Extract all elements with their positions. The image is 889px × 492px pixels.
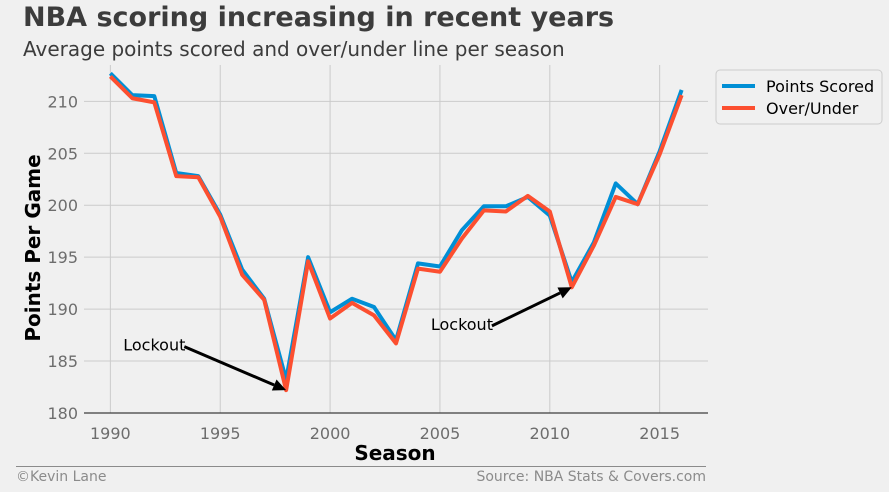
chart-title: NBA scoring increasing in recent years <box>23 2 615 33</box>
grid-lines <box>84 65 708 414</box>
legend: Points Scored Over/Under <box>715 69 883 125</box>
chart-subtitle: Average points scored and over/under lin… <box>23 37 565 61</box>
y-tick-labels: 180 185 190 195 200 205 210 <box>47 92 78 423</box>
footer-divider <box>16 466 706 467</box>
annotation-label: Lockout <box>123 336 185 355</box>
y-axis-label: Points Per Game <box>21 154 45 341</box>
legend-label-1: Over/Under <box>766 99 859 118</box>
y-tick-label: 190 <box>47 300 78 319</box>
x-tick-label: 2000 <box>310 424 351 443</box>
annotation-arrow <box>183 345 275 387</box>
x-tick-label: 1995 <box>200 424 241 443</box>
footer-source: Source: NBA Stats & Covers.com <box>476 469 706 485</box>
y-tick-label: 205 <box>47 144 78 163</box>
x-axis-label: Season <box>354 441 435 465</box>
annotation-arrowhead <box>271 379 287 391</box>
y-tick-label: 200 <box>47 196 78 215</box>
series-lines <box>108 71 684 393</box>
y-tick-label: 210 <box>47 92 78 111</box>
series-line-0 <box>108 71 684 382</box>
annotation-label: Lockout <box>431 315 493 334</box>
y-tick-label: 180 <box>47 404 78 423</box>
x-tick-label: 2015 <box>639 424 680 443</box>
x-tick-label: 1990 <box>90 424 131 443</box>
legend-box <box>715 69 883 125</box>
y-tick-label: 195 <box>47 248 78 267</box>
footer-credit: ©Kevin Lane <box>16 469 107 485</box>
annotations: Lockout Lockout <box>123 287 572 391</box>
annotation-arrowhead <box>557 287 572 299</box>
annotation-arrow <box>491 291 561 328</box>
series-line-1 <box>108 75 684 393</box>
x-tick-labels: 1990 1995 2000 2005 2010 2015 <box>90 424 680 443</box>
y-tick-label: 185 <box>47 352 78 371</box>
x-tick-label: 2005 <box>420 424 461 443</box>
legend-label-0: Points Scored <box>766 77 874 96</box>
x-tick-label: 2010 <box>529 424 570 443</box>
